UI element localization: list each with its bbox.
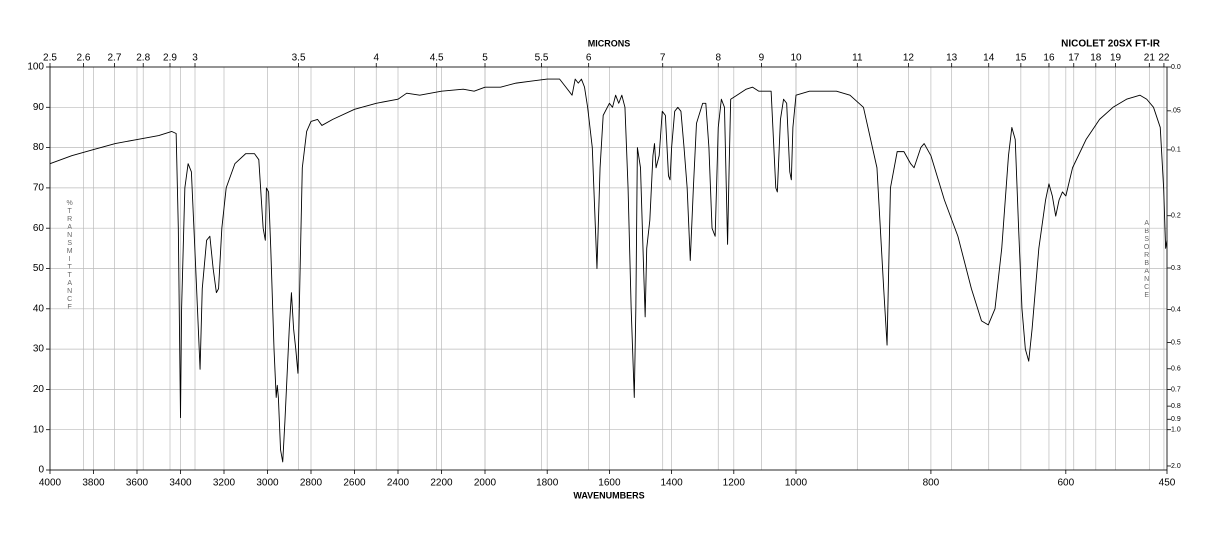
y2-tick-label: 0.1 bbox=[1171, 147, 1181, 154]
x2-tick-label: 21 bbox=[1144, 53, 1156, 64]
x2-tick-label: 18 bbox=[1090, 53, 1102, 64]
x-tick-label: 2400 bbox=[387, 478, 410, 489]
y2-axis-label: ABSORBANCE bbox=[1143, 220, 1150, 300]
x2-tick-label: 2.7 bbox=[107, 53, 121, 64]
x2-tick-label: 15 bbox=[1015, 53, 1027, 64]
chart-title: NICOLET 20SX FT-IR bbox=[1061, 39, 1161, 50]
y-tick-label: 70 bbox=[33, 183, 45, 194]
y-axis-label: %TRANSMITTANCE bbox=[66, 200, 73, 312]
x-tick-label: 3800 bbox=[82, 478, 105, 489]
x-tick-label: 3400 bbox=[169, 478, 192, 489]
x-tick-label: 1000 bbox=[785, 478, 808, 489]
x2-tick-label: 8 bbox=[715, 53, 721, 64]
x2-tick-label: 22 bbox=[1158, 53, 1170, 64]
x2-tick-label: 7 bbox=[660, 53, 666, 64]
x2-tick-label: 5.5 bbox=[535, 53, 549, 64]
x-tick-label: 2200 bbox=[430, 478, 453, 489]
x-tick-label: 3600 bbox=[126, 478, 149, 489]
y2-tick-label: 0.9 bbox=[1171, 416, 1181, 423]
x2-tick-label: 13 bbox=[946, 53, 958, 64]
x2-tick-label: 5 bbox=[482, 53, 488, 64]
y2-tick-label: 0.6 bbox=[1171, 366, 1181, 373]
x2-tick-label: 14 bbox=[983, 53, 995, 64]
x-tick-label: 1200 bbox=[723, 478, 746, 489]
y2-tick-label: 0.5 bbox=[1171, 339, 1181, 346]
x-tick-label: 800 bbox=[923, 478, 940, 489]
y2-tick-label: 0.0 bbox=[1171, 64, 1181, 71]
plot-frame bbox=[49, 66, 1168, 471]
x2-tick-label: 3.5 bbox=[292, 53, 306, 64]
x-tick-label: 2800 bbox=[300, 478, 323, 489]
y-tick-label: 20 bbox=[33, 384, 45, 395]
x2-tick-label: 17 bbox=[1068, 53, 1080, 64]
x-tick-label: 3000 bbox=[256, 478, 279, 489]
y2-tick-label: 0.2 bbox=[1171, 213, 1181, 220]
y2-tick-label: 0.4 bbox=[1171, 306, 1181, 313]
y2-tick-label: 0.7 bbox=[1171, 386, 1181, 393]
x2-axis-label: MICRONS bbox=[588, 38, 631, 48]
y-tick-label: 80 bbox=[33, 142, 45, 153]
x-tick-label: 1800 bbox=[536, 478, 559, 489]
x2-tick-label: 3 bbox=[192, 53, 198, 64]
y2-tick-label: 2.0 bbox=[1171, 463, 1181, 470]
y-tick-label: 40 bbox=[33, 303, 45, 314]
y-tick-label: 90 bbox=[33, 102, 45, 113]
x-tick-label: 4000 bbox=[39, 478, 62, 489]
y2-tick-label: 1.0 bbox=[1171, 427, 1181, 434]
y-tick-label: 60 bbox=[33, 223, 45, 234]
y2-tick-label: .05 bbox=[1171, 108, 1181, 115]
y-tick-label: 0 bbox=[38, 465, 44, 476]
x2-tick-label: 11 bbox=[852, 53, 863, 64]
y2-tick-label: 0.8 bbox=[1171, 403, 1181, 410]
x2-tick-label: 4.5 bbox=[430, 53, 444, 64]
y2-tick-label: 0.3 bbox=[1171, 265, 1181, 272]
spectrum-line bbox=[49, 78, 1168, 463]
x-tick-label: 3200 bbox=[213, 478, 236, 489]
x-tick-label: 1600 bbox=[598, 478, 621, 489]
x2-tick-label: 16 bbox=[1043, 53, 1055, 64]
x2-tick-label: 2.5 bbox=[43, 53, 57, 64]
x-tick-label: 600 bbox=[1057, 478, 1074, 489]
x2-tick-label: 6 bbox=[586, 53, 592, 64]
x-tick-label: 1400 bbox=[660, 478, 683, 489]
x2-tick-label: 12 bbox=[903, 53, 915, 64]
y-tick-label: 100 bbox=[27, 62, 44, 73]
x-tick-label: 2000 bbox=[474, 478, 497, 489]
x-tick-label: 2600 bbox=[343, 478, 366, 489]
x2-tick-label: 2.6 bbox=[77, 53, 91, 64]
y-tick-label: 10 bbox=[33, 424, 45, 435]
x2-tick-label: 4 bbox=[373, 53, 379, 64]
x2-tick-label: 2.8 bbox=[136, 53, 150, 64]
x2-tick-label: 2.9 bbox=[163, 53, 177, 64]
x-tick-label: 450 bbox=[1159, 478, 1176, 489]
x2-tick-label: 10 bbox=[790, 53, 802, 64]
x2-tick-label: 19 bbox=[1110, 53, 1122, 64]
x-axis-label: WAVENUMBERS bbox=[573, 490, 644, 500]
y-tick-label: 30 bbox=[33, 344, 45, 355]
y-tick-label: 50 bbox=[33, 263, 45, 274]
x2-tick-label: 9 bbox=[759, 53, 765, 64]
